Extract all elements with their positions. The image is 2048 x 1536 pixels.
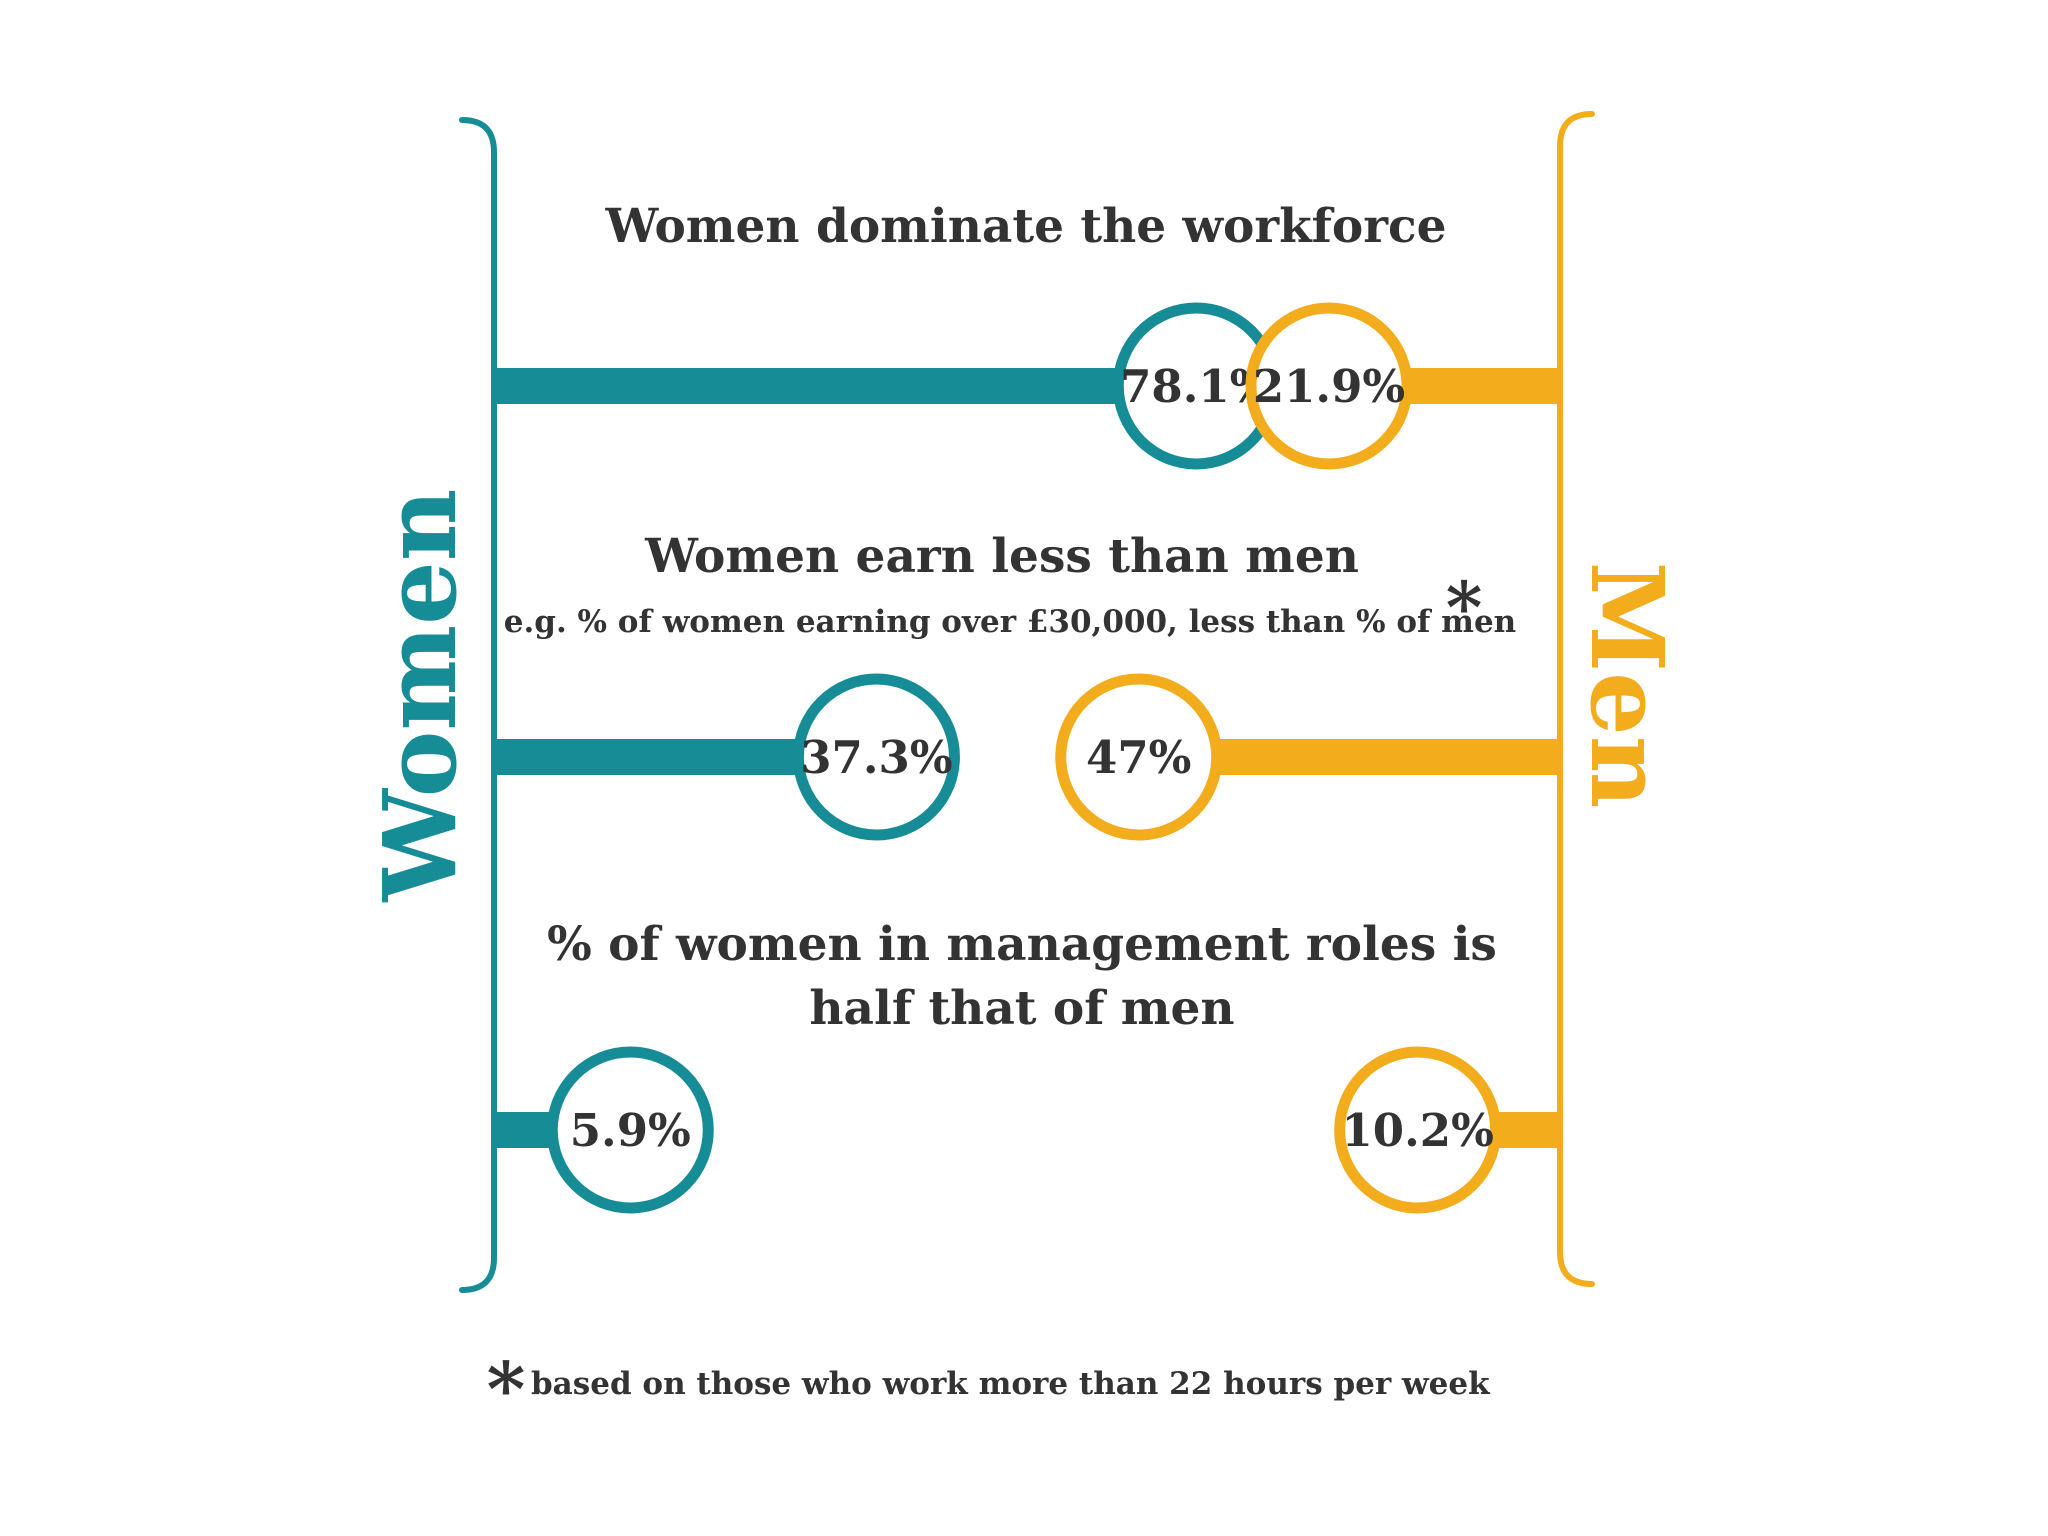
men-value-label: 21.9% — [1253, 360, 1405, 413]
group-2-subtitle: e.g. % of women earning over £30,000, le… — [504, 604, 1516, 640]
circles-layer: 78.1%21.9%37.3% 47%5.9% 10.2% — [546, 302, 1502, 1214]
men-value-label: 10.2% — [1342, 1104, 1494, 1157]
women-value-label: 37.3% — [800, 731, 952, 784]
women-value-circle — [546, 1046, 714, 1214]
group-1-title: Women dominate the workforce — [605, 199, 1447, 254]
footnote-asterisk: * — [487, 1347, 526, 1433]
women-bracket — [459, 117, 497, 1293]
men-value-circle — [1055, 673, 1223, 841]
men-value-label: 47% — [1086, 731, 1191, 784]
asterisk-marker: * — [1446, 566, 1483, 649]
group-3-title-line1: % of women in management roles is — [547, 917, 1497, 972]
women-side-label: Women — [361, 489, 479, 903]
men-side-label: Men — [1568, 561, 1686, 808]
group-3-title-line2: half that of men — [809, 981, 1234, 1036]
men-value-circle — [1334, 1046, 1502, 1214]
women-value-label: 5.9% — [570, 1104, 691, 1157]
women-value-circle — [792, 673, 960, 841]
footnote-text: based on those who work more than 22 hou… — [531, 1366, 1491, 1402]
group-2-title: Women earn less than men — [644, 529, 1359, 584]
men-bracket — [1557, 111, 1595, 1287]
men-value-circle — [1245, 302, 1413, 470]
women-bar — [494, 368, 1197, 404]
